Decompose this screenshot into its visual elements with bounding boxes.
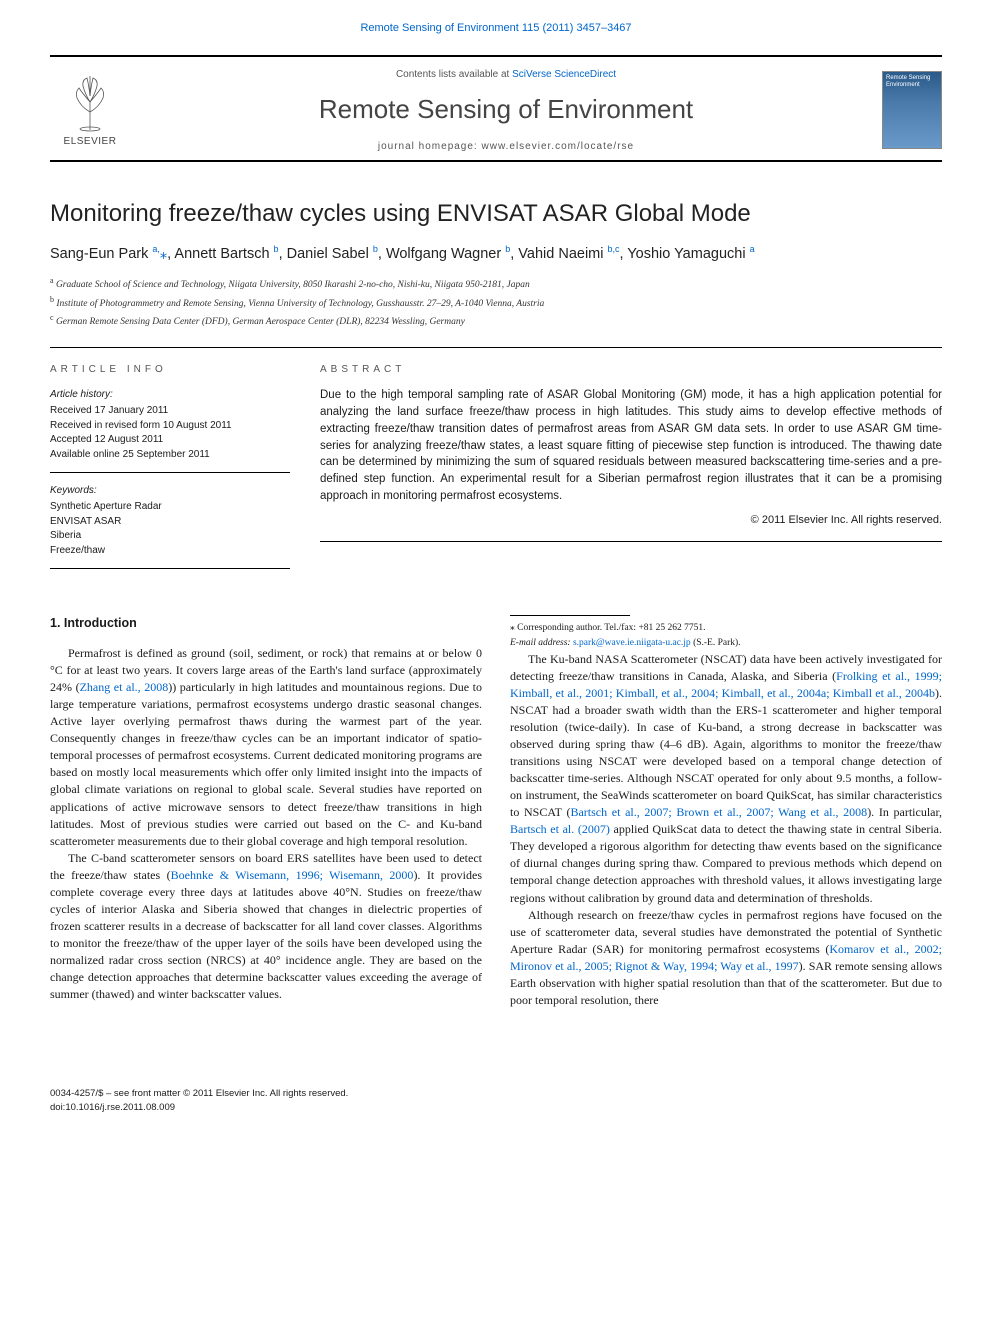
doi-line: doi:10.1016/j.rse.2011.08.009 [50,1101,348,1115]
body-two-column: 1. Introduction Permafrost is defined as… [50,615,942,1060]
citation-link[interactable]: Boehnke & Wisemann, 1996; Wisemann, 2000 [171,868,414,882]
accepted-date: Accepted 12 August 2011 [50,433,290,448]
abstract-text: Due to the high temporal sampling rate o… [320,387,942,504]
homepage-url[interactable]: www.elsevier.com/locate/rse [482,141,635,152]
keywords-block: Keywords: Synthetic Aperture Radar ENVIS… [50,483,290,569]
publisher-logo: ELSEVIER [50,72,130,149]
contents-available-line: Contents lists available at SciVerse Sci… [130,67,882,82]
sciencedirect-link[interactable]: SciVerse ScienceDirect [512,69,616,80]
affiliation-b: b Institute of Photogrammetry and Remote… [50,294,942,311]
homepage-prefix: journal homepage: [378,141,482,152]
journal-header: ELSEVIER Contents lists available at Sci… [50,55,942,162]
journal-name: Remote Sensing of Environment [130,90,882,129]
abstract-column: ABSTRACT Due to the high temporal sampli… [320,362,942,579]
footer-left: 0034-4257/$ – see front matter © 2011 El… [50,1087,348,1116]
header-center: Contents lists available at SciVerse Sci… [130,67,882,154]
body-paragraph: Although research on freeze/thaw cycles … [510,907,942,1009]
body-paragraph: The C-band scatterometer sensors on boar… [50,850,482,1003]
cover-title: Remote Sensing Environment [886,75,938,88]
body-paragraph: The Ku-band NASA Scatterometer (NSCAT) d… [510,651,942,906]
affiliation-a: a Graduate School of Science and Technol… [50,275,942,292]
keyword-item: ENVISAT ASAR [50,515,290,530]
page-footer: 0034-4257/$ – see front matter © 2011 El… [50,1087,942,1116]
citation-link[interactable]: Zhang et al., 2008 [80,680,169,694]
abstract-bottom-rule [320,541,942,542]
revised-date: Received in revised form 10 August 2011 [50,419,290,434]
body-paragraph: Permafrost is defined as ground (soil, s… [50,645,482,849]
citation-link[interactable]: Bartsch et al., 2007; Brown et al., 2007… [570,805,867,819]
keyword-item: Synthetic Aperture Radar [50,500,290,515]
citation-link[interactable]: Bartsch et al. (2007) [510,822,610,836]
running-head[interactable]: Remote Sensing of Environment 115 (2011)… [50,20,942,37]
section-heading-intro: 1. Introduction [50,615,482,633]
history-heading: Article history: [50,387,290,402]
journal-homepage-line: journal homepage: www.elsevier.com/locat… [130,139,882,154]
abstract-label: ABSTRACT [320,362,942,377]
article-title: Monitoring freeze/thaw cycles using ENVI… [50,198,942,229]
received-date: Received 17 January 2011 [50,404,290,419]
abstract-copyright: © 2011 Elsevier Inc. All rights reserved… [320,512,942,529]
online-date: Available online 25 September 2011 [50,448,290,463]
footnotes: ⁎ Corresponding author. Tel./fax: +81 25… [510,622,942,650]
keyword-item: Freeze/thaw [50,544,290,559]
article-history-block: Article history: Received 17 January 201… [50,387,290,473]
keyword-item: Siberia [50,529,290,544]
contents-prefix: Contents lists available at [396,69,512,80]
affiliations: a Graduate School of Science and Technol… [50,275,942,329]
email-line: E-mail address: s.park@wave.ie.niigata-u… [510,637,942,650]
author-email-link[interactable]: s.park@wave.ie.niigata-u.ac.jp [573,638,691,648]
footnote-rule [510,615,630,616]
article-info-column: ARTICLE INFO Article history: Received 1… [50,362,290,579]
affiliation-c: c German Remote Sensing Data Center (DFD… [50,312,942,329]
journal-cover-thumbnail: Remote Sensing Environment [882,71,942,149]
corresponding-author-note: ⁎ Corresponding author. Tel./fax: +81 25… [510,622,942,635]
article-info-label: ARTICLE INFO [50,362,290,377]
keywords-heading: Keywords: [50,483,290,498]
elsevier-tree-icon [63,72,117,132]
front-matter-line: 0034-4257/$ – see front matter © 2011 El… [50,1087,348,1101]
publisher-name: ELSEVIER [50,134,130,149]
author-list: Sang-Eun Park a,⁎, Annett Bartsch b, Dan… [50,243,942,266]
info-abstract-region: ARTICLE INFO Article history: Received 1… [50,347,942,579]
